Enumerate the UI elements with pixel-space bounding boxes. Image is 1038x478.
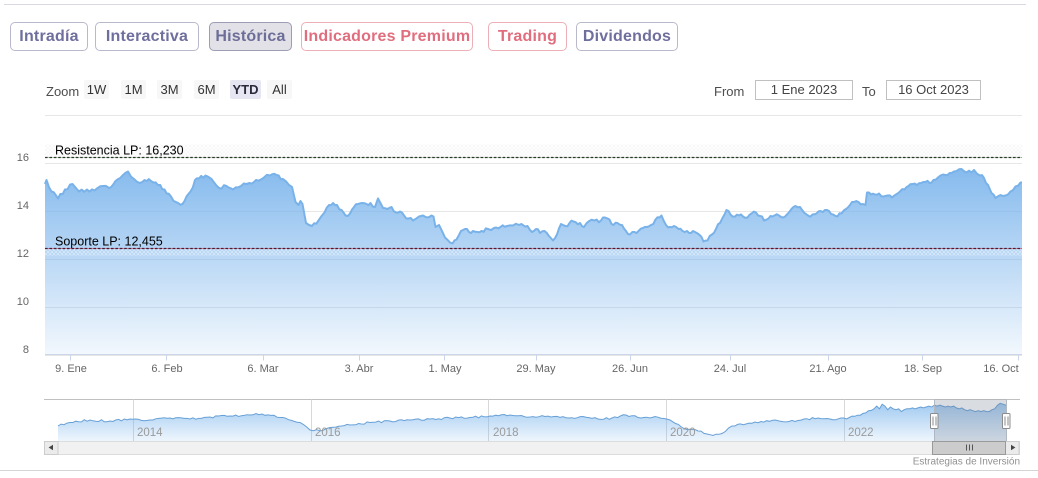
svg-text:Estrategias de Inversión: Estrategias de Inversión: [913, 457, 1020, 468]
svg-text:1. May: 1. May: [428, 363, 462, 375]
svg-text:2014: 2014: [137, 427, 163, 439]
svg-text:18. Sep: 18. Sep: [904, 363, 942, 375]
svg-text:24. Jul: 24. Jul: [714, 363, 746, 375]
svg-text:2016: 2016: [315, 427, 341, 439]
svg-text:14: 14: [17, 200, 29, 212]
svg-text:12: 12: [17, 248, 29, 260]
svg-text:6. Mar: 6. Mar: [247, 363, 279, 375]
svg-text:Resistencia LP: 16,230: Resistencia LP: 16,230: [55, 144, 184, 158]
svg-text:16. Oct: 16. Oct: [983, 363, 1018, 375]
svg-text:16: 16: [17, 152, 29, 164]
svg-text:29. May: 29. May: [516, 363, 556, 375]
svg-text:26. Jun: 26. Jun: [612, 363, 648, 375]
svg-text:2022: 2022: [848, 427, 874, 439]
svg-text:10: 10: [17, 296, 29, 308]
svg-text:21. Ago: 21. Ago: [809, 363, 846, 375]
svg-text:3. Abr: 3. Abr: [345, 363, 374, 375]
svg-text:9. Ene: 9. Ene: [55, 363, 87, 375]
svg-text:Soporte LP: 12,455: Soporte LP: 12,455: [55, 235, 163, 249]
svg-text:2020: 2020: [670, 427, 696, 439]
svg-text:8: 8: [23, 344, 29, 356]
svg-text:6. Feb: 6. Feb: [151, 363, 182, 375]
svg-text:2018: 2018: [493, 427, 519, 439]
